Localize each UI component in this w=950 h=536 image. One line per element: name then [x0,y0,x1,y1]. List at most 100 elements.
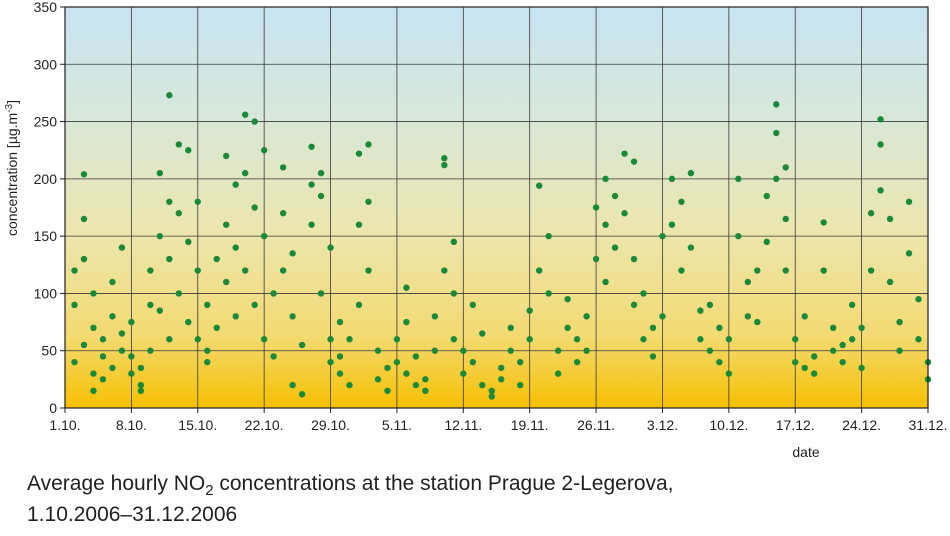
data-point [223,152,230,160]
data-point [185,238,192,246]
data-point [583,347,590,354]
data-point [810,370,818,377]
data-point [431,347,439,354]
data-point [744,313,752,320]
data-point [147,301,154,309]
data-point [137,381,145,389]
data-point [403,318,410,326]
data-point [725,370,733,377]
data-point [279,210,287,217]
x-tick-label: 10.12. [709,417,748,433]
data-point [716,358,723,366]
data-point [232,313,239,320]
data-point [554,370,562,377]
x-axis-ticks: 1.10. 8.10. 15.10. 22.10. 29.10. 5.11. 12.11. 1… [49,408,947,433]
data-point [384,387,391,395]
data-point [592,204,600,211]
data-point [782,215,789,223]
data-point [223,278,230,286]
data-point [526,336,533,343]
data-point [118,347,126,354]
data-point [317,290,325,297]
data-point [877,141,884,148]
data-point [147,347,154,354]
data-point [792,336,799,343]
data-point [630,158,638,165]
data-point [754,318,761,326]
data-point [298,341,306,349]
data-point [535,182,543,189]
data-point [355,221,363,228]
data-point [90,324,97,331]
data-point [327,358,334,366]
data-point [678,198,685,205]
data-point [308,181,315,188]
data-point [336,353,344,360]
data-point [706,347,714,354]
data-point [90,290,97,297]
data-point [773,101,780,108]
data-point [649,353,657,360]
data-point [773,175,780,183]
x-tick-label: 1.10. [49,417,80,433]
data-point [241,169,249,177]
data-point [573,358,581,366]
data-point [241,267,249,274]
data-point [441,267,448,274]
data-point [896,318,903,326]
x-tick-label: 5.11. [382,417,412,433]
data-point [905,198,913,205]
data-point [744,278,752,286]
data-point [128,318,135,326]
data-point [792,358,799,366]
data-point [763,238,770,246]
data-point [175,141,183,148]
data-point [260,147,268,154]
data-point [175,290,183,297]
data-point [194,198,201,205]
data-point [99,353,107,360]
data-point [573,336,581,343]
no2-scatter-chart: 0 50 100 150 200 250 300 350 1.10. 8.10. 15.10. 22… [4,0,947,460]
y-tick-label: 300 [34,56,58,72]
data-point [706,301,714,309]
x-tick-label: 24.12. [842,417,881,433]
data-point [498,376,505,383]
data-point [374,376,382,383]
data-point [517,358,524,366]
data-point [545,290,552,297]
data-point [213,255,220,263]
data-point [526,307,533,314]
data-point [80,341,88,349]
data-point [460,370,467,377]
x-tick-label: 29.10. [311,417,350,433]
data-point [697,336,704,343]
data-point [649,324,657,331]
data-point [915,295,922,303]
data-point [355,150,363,157]
data-point [327,244,334,251]
data-point [241,111,249,118]
data-point [858,364,865,372]
data-point [848,301,856,309]
data-point [365,267,372,274]
data-point [621,150,628,157]
data-point [260,336,268,343]
data-point [820,219,827,226]
data-point [687,169,695,177]
data-point [232,244,239,251]
data-point [393,336,401,343]
x-tick-label: 19.11. [511,417,549,433]
data-point [346,381,353,389]
data-point [204,347,211,354]
data-point [327,336,334,343]
data-point [270,290,277,297]
data-point [99,336,107,343]
data-point [839,341,846,349]
data-point [535,267,543,274]
data-point [602,278,609,286]
data-point [223,221,230,228]
data-point [128,370,135,377]
y-tick-label: 150 [34,228,58,244]
plot-frame [64,6,929,409]
